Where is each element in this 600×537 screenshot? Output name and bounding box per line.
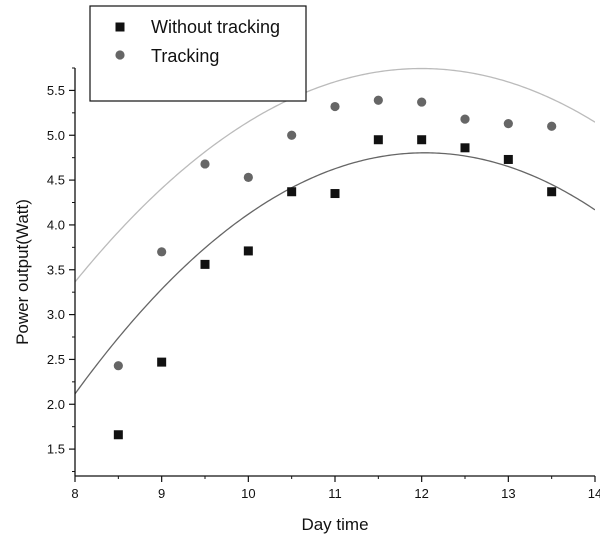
- x-tick-label: 10: [241, 486, 255, 501]
- legend-marker-tracking: [115, 50, 125, 60]
- legend: Without tracking Tracking: [89, 5, 307, 102]
- point-tracking: [417, 97, 427, 107]
- y-axis-title: Power output(Watt): [13, 199, 32, 345]
- point-tracking: [287, 130, 297, 140]
- point-tracking: [547, 121, 557, 131]
- y-tick-label: 3.5: [47, 262, 65, 277]
- point-without-tracking: [113, 430, 123, 440]
- x-tick-label: 9: [158, 486, 165, 501]
- x-axis-ticks: 8 9 10 11 12 13 14: [71, 476, 600, 501]
- x-tick-label: 11: [328, 486, 342, 501]
- legend-label-without-tracking: Without tracking: [151, 17, 280, 37]
- point-without-tracking: [243, 246, 253, 256]
- y-tick-label: 5.0: [47, 128, 65, 143]
- legend-marker-without-tracking: [115, 22, 125, 32]
- point-tracking: [200, 159, 210, 169]
- y-tick-label: 1.5: [47, 442, 65, 457]
- point-tracking: [373, 95, 383, 105]
- axes: 8 9 10 11 12 13 14 1.5 2.0 2.5 3.0 3.5 4.0 4.5 5.0 5.5: [47, 67, 600, 501]
- point-without-tracking: [200, 259, 210, 269]
- point-without-tracking: [547, 187, 557, 197]
- x-tick-label: 12: [414, 486, 428, 501]
- y-tick-label: 2.0: [47, 397, 65, 412]
- point-without-tracking: [417, 135, 427, 145]
- legend-label-tracking: Tracking: [151, 46, 219, 66]
- fit-curve-without-tracking: [75, 152, 595, 395]
- x-tick-label: 13: [501, 486, 515, 501]
- x-tick-label: 14: [588, 486, 600, 501]
- point-tracking: [503, 118, 513, 129]
- point-without-tracking: [503, 154, 513, 164]
- point-tracking: [113, 361, 123, 371]
- x-tick-label: 8: [71, 486, 78, 501]
- point-without-tracking: [373, 135, 383, 145]
- y-axis-ticks: 1.5 2.0 2.5 3.0 3.5 4.0 4.5 5.0 5.5: [47, 67, 75, 473]
- y-tick-label: 4.5: [47, 173, 65, 188]
- point-without-tracking: [287, 187, 297, 197]
- point-without-tracking: [330, 189, 340, 199]
- point-tracking: [460, 114, 470, 124]
- y-tick-label: 5.5: [47, 83, 65, 98]
- x-axis-title: Day time: [301, 515, 368, 534]
- point-without-tracking: [157, 357, 167, 367]
- y-tick-label: 4.0: [47, 217, 65, 232]
- point-tracking: [330, 101, 340, 112]
- fit-curve-tracking: [75, 67, 595, 283]
- point-tracking: [157, 247, 167, 257]
- data-points: [113, 95, 557, 440]
- point-without-tracking: [460, 143, 470, 153]
- y-tick-label: 3.0: [47, 307, 65, 322]
- fit-curves: [75, 67, 595, 395]
- legend-box: [89, 5, 307, 102]
- y-tick-label: 2.5: [47, 352, 65, 367]
- point-tracking: [243, 172, 253, 182]
